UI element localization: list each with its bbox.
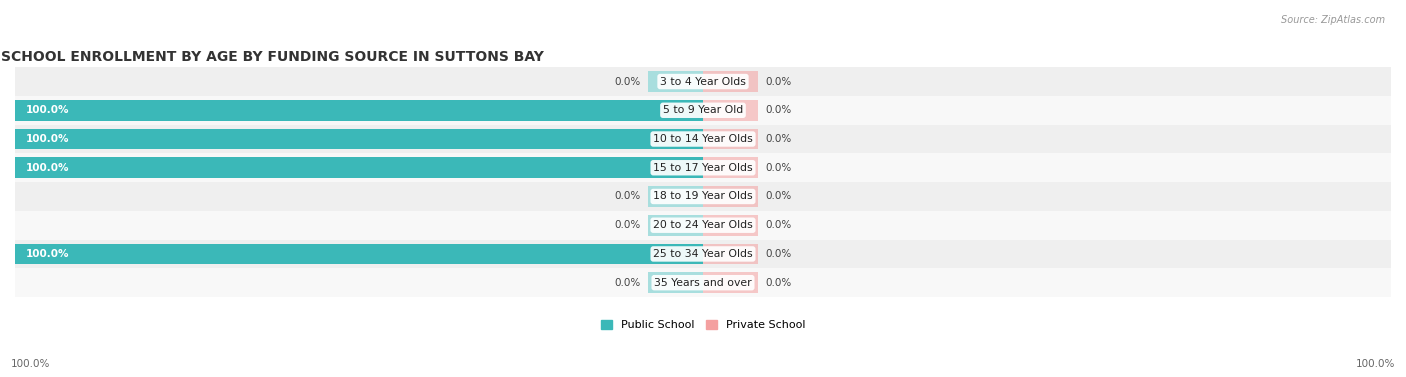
Text: 100.0%: 100.0% bbox=[25, 134, 69, 144]
Bar bbox=[15, 125, 1391, 153]
Text: 0.0%: 0.0% bbox=[765, 134, 792, 144]
Text: 0.0%: 0.0% bbox=[765, 278, 792, 288]
Text: 0.0%: 0.0% bbox=[765, 192, 792, 201]
Text: 35 Years and over: 35 Years and over bbox=[654, 278, 752, 288]
Text: 5 to 9 Year Old: 5 to 9 Year Old bbox=[662, 105, 744, 115]
Bar bbox=[648, 215, 703, 236]
Bar bbox=[703, 71, 758, 92]
Text: 0.0%: 0.0% bbox=[765, 105, 792, 115]
Text: 0.0%: 0.0% bbox=[614, 220, 641, 230]
Bar bbox=[15, 158, 703, 178]
Bar bbox=[15, 239, 1391, 268]
Legend: Public School, Private School: Public School, Private School bbox=[600, 320, 806, 330]
Bar bbox=[15, 268, 1391, 297]
Bar bbox=[703, 186, 758, 207]
Bar bbox=[15, 96, 1391, 125]
Bar bbox=[648, 186, 703, 207]
Bar bbox=[703, 129, 758, 149]
Text: 100.0%: 100.0% bbox=[11, 359, 51, 369]
Text: SCHOOL ENROLLMENT BY AGE BY FUNDING SOURCE IN SUTTONS BAY: SCHOOL ENROLLMENT BY AGE BY FUNDING SOUR… bbox=[1, 50, 544, 64]
Bar bbox=[15, 100, 703, 121]
Bar bbox=[15, 244, 703, 264]
Text: Source: ZipAtlas.com: Source: ZipAtlas.com bbox=[1281, 15, 1385, 25]
Text: 0.0%: 0.0% bbox=[614, 77, 641, 87]
Bar bbox=[15, 67, 1391, 96]
Text: 100.0%: 100.0% bbox=[25, 163, 69, 173]
Text: 20 to 24 Year Olds: 20 to 24 Year Olds bbox=[654, 220, 752, 230]
Bar bbox=[15, 153, 1391, 182]
Bar bbox=[703, 215, 758, 236]
Text: 0.0%: 0.0% bbox=[614, 278, 641, 288]
Bar bbox=[648, 71, 703, 92]
Text: 100.0%: 100.0% bbox=[25, 105, 69, 115]
Text: 0.0%: 0.0% bbox=[765, 220, 792, 230]
Bar bbox=[15, 129, 703, 149]
Bar bbox=[703, 100, 758, 121]
Text: 100.0%: 100.0% bbox=[1355, 359, 1395, 369]
Text: 0.0%: 0.0% bbox=[614, 192, 641, 201]
Text: 0.0%: 0.0% bbox=[765, 77, 792, 87]
Bar bbox=[648, 272, 703, 293]
Bar bbox=[15, 211, 1391, 239]
Bar bbox=[15, 182, 1391, 211]
Bar bbox=[703, 244, 758, 264]
Text: 0.0%: 0.0% bbox=[765, 249, 792, 259]
Text: 15 to 17 Year Olds: 15 to 17 Year Olds bbox=[654, 163, 752, 173]
Text: 18 to 19 Year Olds: 18 to 19 Year Olds bbox=[654, 192, 752, 201]
Text: 25 to 34 Year Olds: 25 to 34 Year Olds bbox=[654, 249, 752, 259]
Bar bbox=[703, 272, 758, 293]
Bar bbox=[703, 158, 758, 178]
Text: 3 to 4 Year Olds: 3 to 4 Year Olds bbox=[659, 77, 747, 87]
Text: 0.0%: 0.0% bbox=[765, 163, 792, 173]
Text: 100.0%: 100.0% bbox=[25, 249, 69, 259]
Text: 10 to 14 Year Olds: 10 to 14 Year Olds bbox=[654, 134, 752, 144]
